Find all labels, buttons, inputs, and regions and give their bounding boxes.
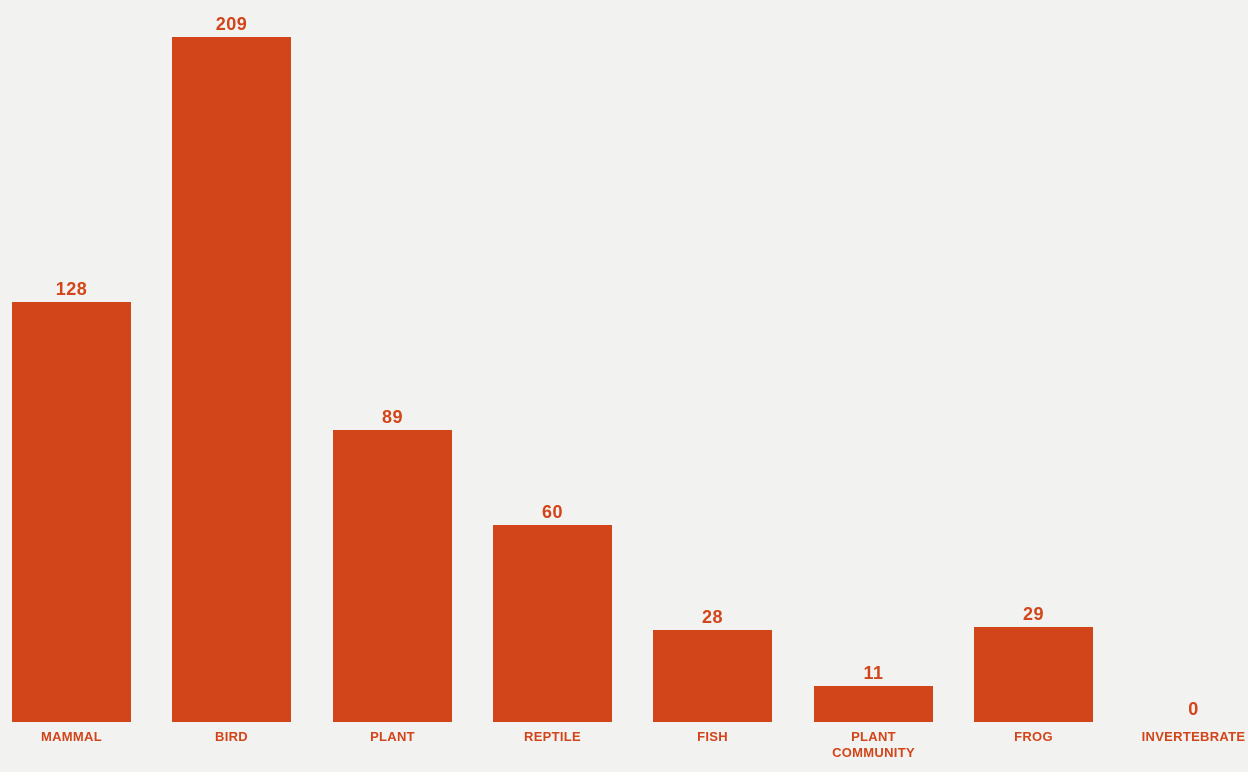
category-label: FROG [1014,729,1053,744]
bar-value-label: 209 [215,14,248,34]
bar-value-label: 60 [541,502,564,522]
bar[interactable] [172,37,291,722]
bar-value-label: 89 [381,407,404,427]
bar[interactable] [12,302,131,722]
bar[interactable] [974,627,1093,722]
category-label: INVERTEBRATE [1141,729,1246,744]
category-label: REPTILE [524,729,581,744]
category-label: BIRD [215,729,248,744]
category-label: PLANT COMMUNITY [832,729,915,760]
bar[interactable] [653,630,772,722]
bar-value-label: 11 [863,663,884,683]
bar[interactable] [814,686,933,722]
bar-value-label: 0 [1188,699,1199,719]
bar-value-label: 29 [1022,604,1045,624]
category-label: MAMMAL [40,729,102,744]
bar-value-label: 128 [55,279,88,299]
category-label: FISH [697,729,728,744]
bar[interactable] [333,430,452,722]
bar[interactable] [493,525,612,722]
bar-value-label: 28 [701,607,724,627]
category-label: PLANT [370,729,415,744]
